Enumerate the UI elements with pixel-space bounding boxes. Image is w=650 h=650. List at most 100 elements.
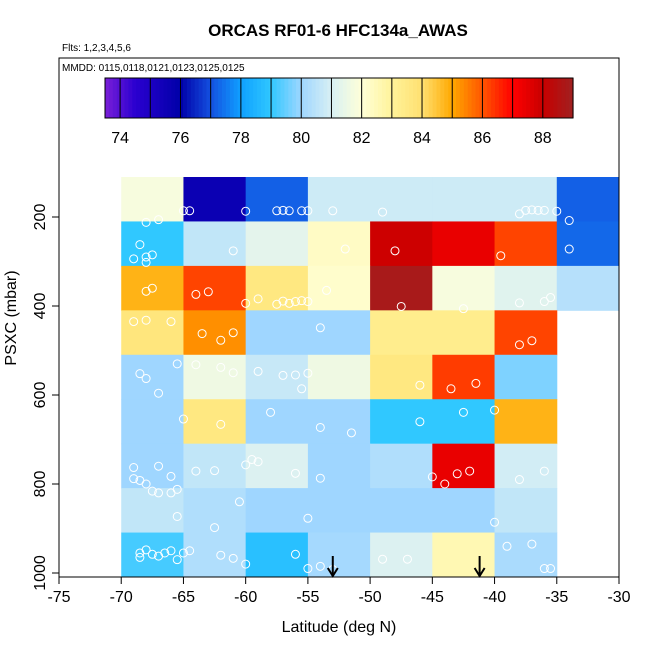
colorbar-segment (261, 78, 266, 118)
sample-point (552, 206, 562, 216)
sample-point (166, 546, 176, 556)
sample-point (241, 460, 251, 470)
colorbar-segment (116, 78, 122, 118)
heatmap-cell (494, 488, 558, 534)
sample-point (278, 296, 288, 306)
heatmap-cell (121, 443, 184, 489)
colorbar-segment (186, 78, 192, 118)
colorbar-segment (475, 78, 480, 118)
heatmap-cell (494, 443, 558, 489)
sample-point (216, 362, 226, 372)
sample-point (191, 289, 201, 299)
heatmap-cell (307, 354, 371, 400)
heatmap-cell (556, 177, 620, 222)
sample-point (191, 466, 201, 476)
sample-point (228, 368, 238, 378)
sample-point (564, 216, 574, 226)
colorbar-segment (565, 78, 570, 118)
sample-point (178, 548, 188, 558)
x-tick-label: -50 (359, 589, 382, 606)
colorbar-segment (241, 78, 246, 118)
sample-point (210, 523, 220, 533)
sample-point (527, 205, 537, 215)
sample-point (154, 215, 164, 225)
colorbar: 74 76 78 80 82 84 86 88 (104, 77, 574, 147)
heatmap-cell (432, 310, 496, 356)
sample-point (564, 244, 574, 254)
y-axis: 200 400 600 800 1000 (32, 204, 59, 591)
sample-point (303, 297, 313, 307)
sample-point (141, 315, 151, 325)
sample-point (303, 513, 313, 523)
sample-point (514, 340, 524, 350)
heatmap-cell (183, 221, 247, 267)
colorbar-segment (264, 78, 270, 118)
sample-point (290, 549, 300, 559)
sample-point (322, 285, 332, 295)
heatmap-cell (556, 265, 620, 311)
colorbar-segment (225, 78, 231, 118)
sample-point (266, 407, 276, 417)
heatmap-cell (432, 265, 496, 311)
heatmap-cell (307, 177, 371, 222)
sample-point (496, 251, 506, 261)
heatmap-cell (245, 265, 309, 311)
sample-point (452, 469, 462, 479)
colorbar-segment (561, 78, 566, 118)
sample-point (396, 301, 406, 311)
colorbar-segment (198, 78, 204, 118)
colorbar-segment (171, 78, 176, 118)
sample-point (328, 206, 338, 216)
colorbar-segment (183, 78, 188, 118)
sample-point (502, 541, 512, 551)
colorbar-segment (401, 78, 406, 118)
sample-point (160, 548, 170, 558)
colorbar-segment (300, 78, 305, 118)
y-axis-label: PSXC (mbar) (3, 270, 20, 365)
colorbar-segment (491, 78, 496, 118)
heatmap-cell (183, 532, 247, 578)
colorbar-tick-label: 78 (232, 130, 250, 147)
sample-point (135, 475, 145, 485)
colorbar-segment (534, 78, 539, 118)
colorbar-segment (467, 78, 473, 118)
colorbar-segment (331, 78, 336, 118)
heatmap-cell (245, 443, 309, 489)
colorbar-segment (210, 78, 215, 118)
heatmap-cell (494, 177, 558, 222)
sample-point (340, 244, 350, 254)
sample-point (166, 317, 176, 327)
sample-point (234, 497, 244, 507)
colorbar-segment (428, 78, 434, 118)
arrow-head (326, 567, 339, 578)
heatmap-cell (370, 177, 433, 222)
heatmap-cell (556, 221, 620, 267)
heatmap-cell (121, 265, 184, 311)
colorbar-segment (272, 78, 278, 118)
sample-point (147, 283, 157, 293)
x-tick-label: -75 (47, 589, 70, 606)
heatmap-cell (121, 221, 184, 267)
sample-point (402, 554, 412, 564)
colorbar-segment (549, 78, 555, 118)
colorbar-segment (296, 78, 301, 118)
sample-point (216, 419, 226, 429)
heatmap-cell (494, 265, 558, 311)
dates-note: MMDD: 0115,0118,0121,0123,0125,0125 (62, 63, 245, 74)
colorbar-segment (432, 78, 438, 118)
heatmap-cell (183, 443, 247, 489)
colorbar-segment (323, 78, 328, 118)
heatmap-cell (370, 310, 433, 356)
x-axis: -75 -70 -65 -60 -55 -50 -45 -40 -35 -30 (47, 576, 631, 606)
heatmap-cell (121, 310, 184, 356)
sample-point (458, 304, 468, 314)
heatmap-cell (307, 532, 371, 578)
sample-point (490, 517, 500, 527)
sample-point (539, 564, 549, 574)
sample-point (471, 378, 481, 388)
colorbar-segment (420, 78, 426, 118)
sample-point (135, 552, 145, 562)
sample-point (315, 561, 325, 571)
colorbar-segment (175, 78, 180, 118)
colorbar-segment (537, 78, 543, 118)
